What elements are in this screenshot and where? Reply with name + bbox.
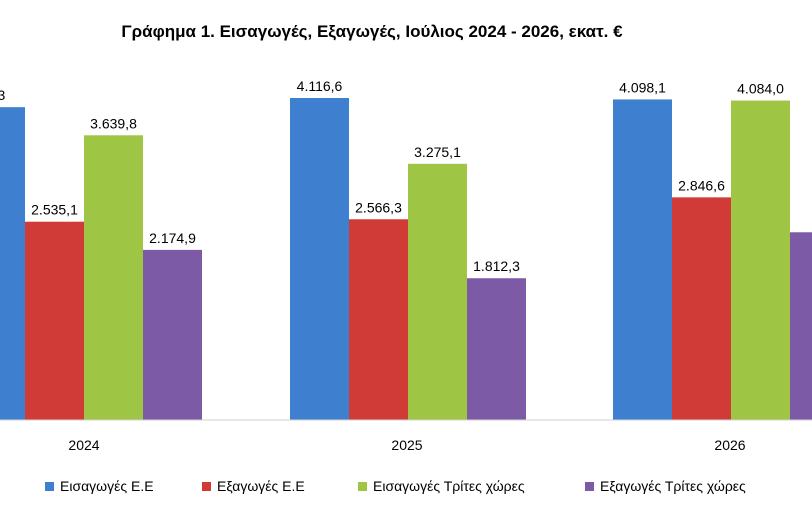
value-label-2026-s1: 2.846,6: [678, 177, 725, 193]
bar-2026-s1: [672, 197, 731, 420]
bars-group: [0, 98, 812, 421]
legend-swatch-s0: [45, 482, 54, 491]
value-label-2024-s3: 2.174,9: [149, 230, 196, 246]
legend-label-s1: Εξαγωγές Ε.Ε: [217, 478, 305, 494]
bar-2024-s2: [84, 135, 143, 421]
value-label-2025-s3: 1.812,3: [473, 258, 520, 274]
x-tick-labels: 2024 2025 2026: [68, 437, 745, 453]
legend-label-s2: Εισαγωγές Τρίτες χώρες: [373, 478, 525, 494]
value-label-2024-s2: 3.639,8: [90, 115, 137, 131]
x-tick-2024: 2024: [68, 437, 99, 453]
bar-2025-s3: [467, 278, 526, 420]
x-tick-2025: 2025: [391, 437, 422, 453]
legend-swatch-s1: [202, 482, 211, 491]
legend-label-s0: Εισαγωγές Ε.Ε: [60, 478, 154, 494]
value-label-2024-s1: 2.535,1: [31, 202, 78, 218]
bar-2026-s0: [613, 99, 672, 420]
bar-2024-s1: [25, 221, 84, 420]
value-label-2025-s2: 3.275,1: [414, 144, 461, 160]
legend-label-s3: Εξαγωγές Τρίτες χώρες: [600, 478, 746, 494]
bar-2024-s0: [0, 107, 25, 420]
legend-swatch-s2: [358, 482, 367, 491]
bar-2024-s3: [143, 249, 202, 420]
value-label-2025-s0: 4.116,6: [297, 78, 343, 94]
value-label-2024-s0: 9,3: [0, 87, 5, 103]
legend: Εισαγωγές Ε.Ε Εξαγωγές Ε.Ε Εισαγωγές Τρίτε…: [45, 478, 746, 494]
value-label-2026-s2: 4.084,0: [737, 81, 784, 97]
chart-title: Γράφημα 1. Εισαγωγές, Εξαγωγές, Ιούλιος …: [121, 22, 623, 41]
x-tick-2026: 2026: [714, 437, 745, 453]
bar-2026-s3: [790, 232, 812, 420]
bar-2025-s1: [349, 219, 408, 420]
bar-2025-s2: [408, 163, 467, 421]
value-label-2025-s1: 2.566,3: [355, 199, 402, 215]
bar-2026-s2: [731, 100, 790, 421]
value-labels-group: 9,3 2.535,1 3.639,8 2.174,9 4.116,6 2.566,3 3.…: [0, 78, 784, 274]
bar-2025-s0: [290, 98, 349, 420]
legend-swatch-s3: [585, 482, 594, 491]
value-label-2026-s0: 4.098,1: [619, 79, 666, 95]
